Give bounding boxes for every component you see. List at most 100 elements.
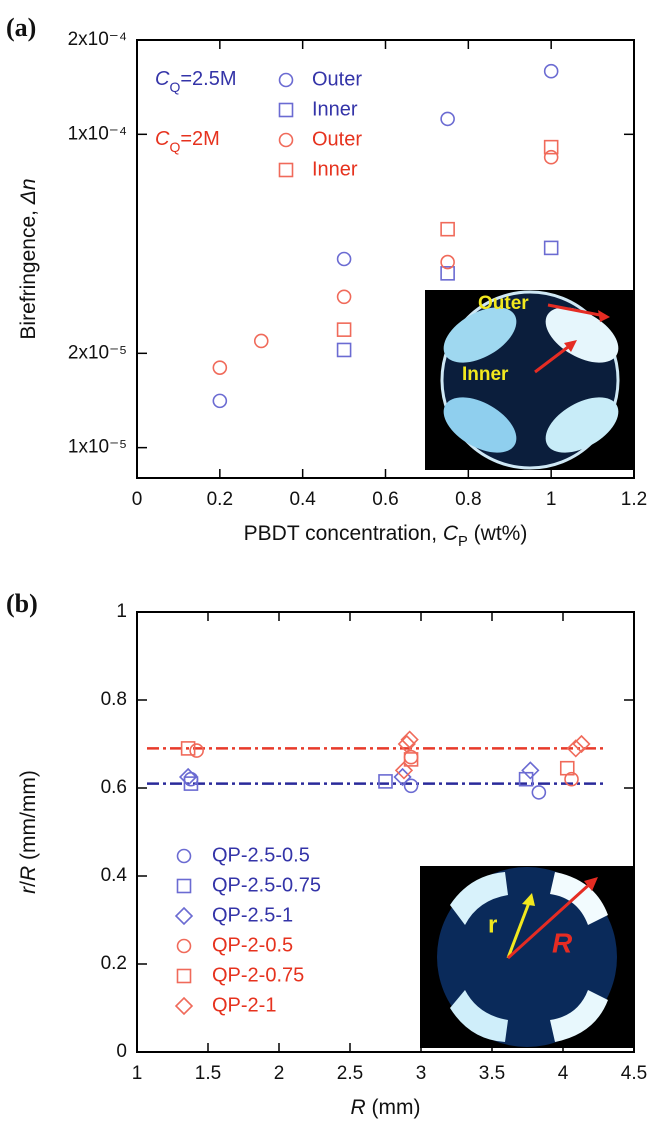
x-axis-label: PBDT concentration, CP (wt%) (244, 522, 528, 550)
legend-label: QP-2.5-0.5 (212, 844, 310, 866)
marker (336, 322, 352, 337)
label-part: Q (169, 139, 180, 155)
label-part: =2M (180, 128, 219, 150)
x-axis-label: R (mm) (351, 1096, 421, 1119)
legend-label: QP-2-0.5 (212, 934, 293, 956)
marker (400, 730, 419, 749)
plot-frame (136, 611, 635, 1053)
inset-arrowhead (522, 893, 535, 906)
y-tick-label: 0 (116, 1041, 127, 1062)
y-tick-label: 0.8 (101, 689, 127, 710)
inset-arrowhead (564, 340, 577, 352)
y-axis-label: r/R (mm/mm) (17, 770, 40, 894)
inset-disk (437, 867, 617, 1047)
marker (176, 878, 192, 894)
x-tick-label: 0 (132, 489, 143, 510)
label-part: C (443, 522, 459, 545)
inset-label: R (552, 927, 573, 958)
marker (278, 102, 294, 118)
legend-group-label: CQ=2M (155, 128, 220, 154)
inset-arrow (547, 303, 606, 318)
marker (572, 734, 591, 754)
marker (278, 132, 294, 148)
y-tick-label: 0.2 (101, 953, 127, 974)
marker (189, 743, 204, 758)
x-tick-label: 1 (132, 1063, 143, 1084)
inset-blob (450, 872, 508, 925)
inset-blob (545, 397, 619, 453)
marker (564, 771, 579, 787)
inset-label: r (488, 911, 497, 938)
label-part: (wt%) (468, 522, 528, 545)
inset-arrow (506, 899, 532, 959)
panel-label: (b) (6, 589, 38, 618)
marker (378, 774, 393, 789)
x-tick-label: 1 (546, 489, 557, 510)
marker (212, 393, 228, 409)
inset-blob (450, 990, 508, 1042)
marker (176, 968, 192, 984)
marker (174, 906, 194, 926)
inset-arrowhead (584, 877, 598, 891)
x-tick-label: 4 (558, 1063, 569, 1084)
legend-label: QP-2.5-0.75 (212, 874, 321, 896)
x-tick-label: 1.5 (195, 1063, 221, 1084)
y-tick-label: 1x10⁻⁵ (68, 437, 127, 458)
marker (440, 111, 455, 127)
marker (336, 342, 352, 358)
marker (521, 761, 540, 780)
label-part: R (17, 866, 40, 881)
marker (212, 360, 228, 375)
marker (566, 739, 585, 758)
x-tick-label: 0.6 (372, 489, 398, 510)
marker (278, 72, 294, 88)
legend-label: Outer (312, 68, 362, 90)
label-part: C (155, 128, 170, 150)
inset-photo: r R (420, 866, 635, 1048)
marker (531, 785, 547, 800)
marker (278, 162, 294, 178)
y-tick-label: 1x10⁻⁴ (68, 123, 127, 144)
marker (543, 139, 559, 155)
marker (440, 266, 455, 281)
marker (178, 767, 198, 787)
inset-blob (443, 397, 517, 453)
marker (176, 848, 192, 864)
y-axis-label: Birefringence, Δn (17, 178, 40, 339)
marker (440, 254, 455, 270)
y-tick-label: 2x10⁻⁵ (68, 342, 127, 363)
marker (176, 938, 192, 954)
x-tick-label: 0.8 (455, 489, 481, 510)
marker (253, 333, 269, 349)
legend-label: QP-2-1 (212, 994, 276, 1016)
marker (543, 240, 559, 256)
marker (518, 771, 534, 787)
legend-label: Inner (312, 158, 358, 180)
inset-blob (550, 990, 608, 1042)
marker (180, 741, 196, 756)
inset-arrowhead (598, 310, 610, 322)
label-part: PBDT concentration, (244, 522, 443, 545)
marker (543, 63, 559, 79)
marker (336, 251, 352, 267)
inset-arrow (506, 880, 594, 960)
legend-label: QP-2.5-1 (212, 904, 293, 926)
label-part: Birefringence, (17, 204, 40, 339)
marker (559, 760, 575, 776)
inset-label: Outer (478, 293, 529, 314)
y-tick-label: 0.6 (101, 777, 127, 798)
legend-label: QP-2-0.75 (212, 964, 304, 986)
x-tick-label: 0.2 (207, 489, 233, 510)
label-part: Δn (17, 178, 40, 205)
label-part: =2.5M (180, 68, 236, 90)
marker (174, 996, 194, 1016)
legend-label: Outer (312, 128, 362, 150)
label-part: Q (169, 79, 180, 95)
inset-blob (550, 872, 608, 925)
x-tick-label: 4.5 (621, 1063, 647, 1084)
marker (403, 752, 419, 767)
label-part: P (458, 534, 468, 550)
marker (440, 221, 455, 237)
panel-label: (a) (6, 13, 36, 42)
